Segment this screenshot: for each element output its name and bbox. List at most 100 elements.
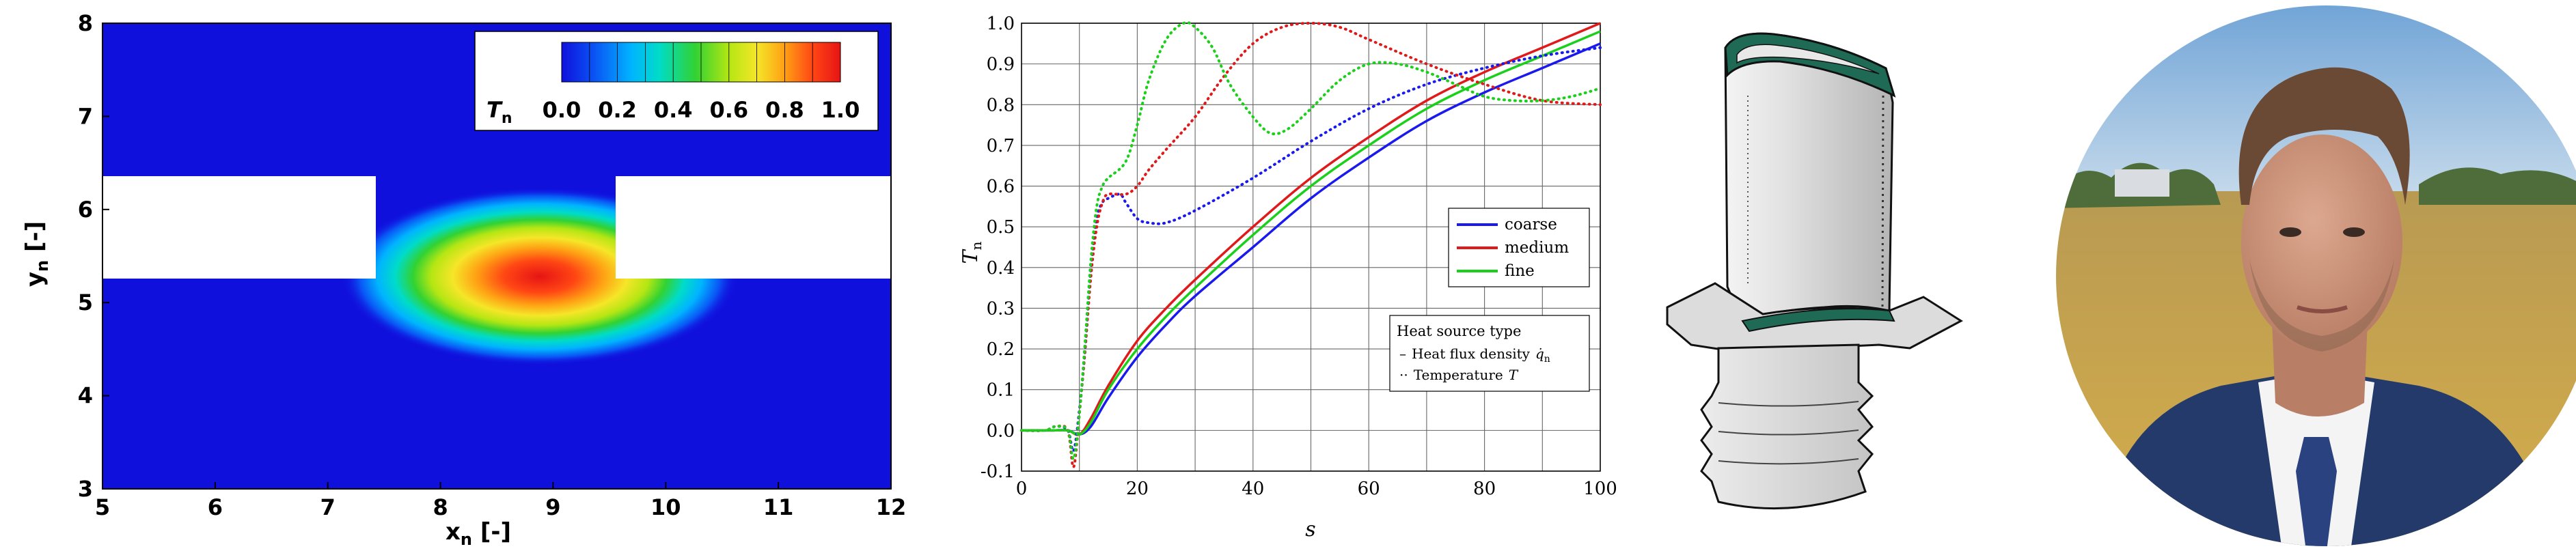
blade-root-detail (1718, 401, 1859, 465)
x-axis-ticks: 5 6 7 8 9 10 11 12 (95, 482, 906, 520)
y-tick-label: 5 (78, 289, 93, 315)
x-axis-label-sub: n (461, 530, 472, 549)
chart-x-tick-label: 20 (1126, 479, 1149, 499)
legend-source-symbol-flux-sub: n (1544, 354, 1550, 365)
chart-y-tick-label: 0.3 (987, 298, 1015, 319)
y-tick-label: 8 (78, 10, 93, 36)
chart-x-tick-label: 100 (1583, 479, 1617, 499)
solid-region-right (616, 176, 891, 279)
colorbar-tick-labels: 0.0 0.2 0.4 0.6 0.8 1.0 (543, 97, 860, 123)
chart-x-tick-label: 40 (1242, 479, 1264, 499)
colorbar-label-sub: n (502, 110, 512, 127)
blade-platform-coating (1741, 308, 1895, 333)
photo-eye-left (2279, 227, 2301, 237)
chart-y-tick-label: -0.1 (981, 462, 1015, 482)
turbine-blade-icon (1666, 32, 1963, 510)
legend-source-symbol-flux: q̇ (1535, 345, 1544, 362)
y-tick-label: 4 (78, 383, 93, 409)
chart-y-axis-label-sub: n (968, 241, 985, 250)
y-axis-ticks: 3 4 5 6 7 8 (78, 10, 109, 502)
series-coarse-dotted (1020, 46, 1602, 453)
legend-source-text-flux: Heat flux density (1412, 345, 1531, 362)
legend-source-marker-solid: – (1399, 345, 1406, 362)
person-portrait-icon (2056, 5, 2576, 546)
portrait-photo (2056, 5, 2576, 546)
chart-series (1020, 20, 1602, 469)
colorbar-tick-label: 0.0 (543, 97, 581, 123)
photo-mouth (2297, 305, 2348, 313)
legend-label-coarse: coarse (1505, 216, 1557, 234)
x-tick-label: 7 (320, 494, 335, 520)
portrait-photo-panel (1995, 0, 2576, 551)
legend-source-box (1389, 315, 1590, 392)
x-tick-label: 11 (763, 494, 794, 520)
blade-tip-inner (1736, 44, 1880, 74)
colorbar-legend: Tn 0.0 0.2 0.4 0.6 0.8 1.0 (474, 31, 879, 131)
legend-label-fine: fine (1505, 262, 1535, 280)
y-tick-label: 7 (78, 103, 93, 129)
photo-trees (2056, 163, 2576, 208)
x-axis-label-unit: [-] (472, 518, 511, 546)
chart-x-tick-label: 0 (1016, 479, 1028, 499)
chart-y-tick-label: 0.8 (987, 95, 1015, 115)
solid-region-left (102, 176, 376, 279)
colorbar-label-main: T (487, 97, 503, 123)
chart-y-tick-label: 0.7 (987, 136, 1015, 156)
photo-tie (2296, 437, 2337, 546)
colorbar-tick-label: 1.0 (821, 97, 860, 123)
colorbar-tick-label: 0.8 (765, 97, 804, 123)
x-tick-label: 12 (876, 494, 907, 520)
x-axis-label: xn [-] (446, 518, 511, 549)
chart-y-tick-label: 1.0 (987, 14, 1015, 34)
legend-mesh-entries: coarse medium fine (1457, 216, 1569, 280)
colorbar-tick-label: 0.4 (654, 97, 693, 123)
photo-house (2115, 169, 2169, 197)
blade-cooling-holes (1881, 95, 1885, 308)
chart-y-tick-label: 0.2 (987, 339, 1015, 360)
line-chart-svg: 0 20 40 60 80 100 -0.1 0.0 0.1 0.2 0.3 0.4 0.5 0.6 0.… (959, 14, 1617, 541)
chart-y-tick-label: 0.0 (987, 421, 1015, 441)
line-chart-panel: 0 20 40 60 80 100 -0.1 0.0 0.1 0.2 0.3 0.4 0.5 0.6 0.… (943, 0, 1619, 551)
chart-frame (1021, 23, 1601, 472)
legend-source-marker-dotted: ·· (1399, 367, 1408, 383)
chart-y-tick-label: 0.5 (987, 217, 1015, 238)
legend-mesh: coarse medium fine (1448, 208, 1590, 287)
photo-hair (2238, 67, 2410, 205)
chart-x-tick-label: 80 (1473, 479, 1496, 499)
legend-source: Heat source type – Heat flux density q̇n ·… (1389, 315, 1590, 392)
y-axis-label: yn [-] (21, 221, 52, 287)
series-medium-dotted (1020, 21, 1602, 469)
photo-face (2241, 135, 2402, 350)
legend-source-entry-temp: ·· Temperature T (1399, 367, 1519, 383)
photo-eye-right (2343, 227, 2365, 237)
x-tick-label: 5 (95, 494, 110, 520)
chart-x-tick-labels: 0 20 40 60 80 100 (1016, 479, 1617, 499)
x-tick-label: 9 (545, 494, 560, 520)
turbine-blade-panel (1654, 0, 1982, 551)
chart-y-axis-label: Tn (959, 241, 985, 264)
y-tick-label: 6 (78, 197, 93, 223)
chart-y-tick-labels: -0.1 0.0 0.1 0.2 0.3 0.4 0.5 0.6 0.7 0.8 0.9 1.0 (981, 14, 1015, 482)
chart-y-axis-label-main: T (959, 249, 983, 264)
x-tick-label: 6 (208, 494, 223, 520)
colorbar-tick-label: 0.2 (598, 97, 637, 123)
chart-x-tick-label: 60 (1358, 479, 1380, 499)
colorbar-label: Tn (487, 97, 512, 127)
chart-y-tick-label: 0.4 (987, 258, 1015, 279)
chart-y-tick-label: 0.6 (987, 177, 1015, 197)
y-axis-label-main: y (21, 272, 49, 287)
colorbar-dividers (589, 42, 813, 82)
y-tick-label: 3 (78, 476, 93, 502)
x-tick-label: 8 (433, 494, 448, 520)
legend-label-medium: medium (1505, 239, 1569, 257)
legend-source-text-temp: Temperature (1414, 367, 1503, 383)
y-axis-label-unit: [-] (21, 221, 49, 260)
blade-root (1700, 343, 1874, 510)
chart-y-tick-label: 0.1 (987, 380, 1015, 401)
plot-frame (102, 23, 892, 490)
y-axis-label-sub: n (33, 260, 52, 272)
chart-y-tick-label: 0.9 (987, 55, 1015, 75)
colorbar-tick-label: 0.6 (709, 97, 748, 123)
